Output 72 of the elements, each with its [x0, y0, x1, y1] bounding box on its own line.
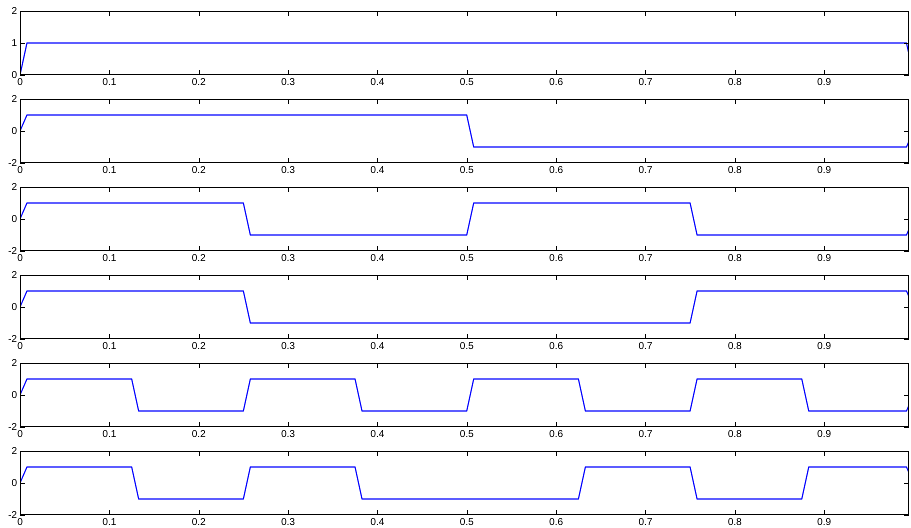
x-tick-label: 0.9 — [817, 516, 832, 528]
x-tick-label: 0.3 — [281, 252, 296, 264]
x-tick-label: 0.7 — [638, 340, 653, 352]
x-tick-label: 0.2 — [192, 340, 206, 352]
x-tick-label: 0.9 — [817, 76, 832, 88]
y-tick-label: 0 — [11, 214, 18, 225]
x-tick-label: 0.4 — [370, 340, 385, 352]
x-tick-label: 0.2 — [192, 428, 206, 440]
x-tick-label: 0.5 — [460, 76, 474, 88]
x-tick-label: 0.8 — [728, 428, 742, 440]
x-tick-label: 0.9 — [817, 428, 832, 440]
x-tick-label: 0.1 — [102, 428, 117, 440]
x-tick-label: 0.1 — [102, 340, 117, 352]
x-tick-label: 0.6 — [549, 340, 564, 352]
x-tick-label: 0.6 — [549, 252, 564, 264]
x-tick-label: 0.2 — [192, 516, 206, 528]
x-tick-label: 0.5 — [460, 516, 474, 528]
y-tick-label: 2 — [11, 358, 18, 369]
x-tick-label: 0.7 — [638, 164, 653, 176]
x-tick-label: 0.3 — [281, 164, 296, 176]
y-tick-label: 2 — [11, 94, 18, 105]
y-tick-label: 1 — [11, 38, 18, 49]
x-tick-label: 0.6 — [549, 428, 564, 440]
y-tick-label: -2 — [8, 510, 18, 521]
x-tick-label: 0.5 — [460, 164, 474, 176]
y-tick-label: 0 — [11, 70, 18, 81]
x-tick-label: 0.6 — [549, 76, 564, 88]
y-tick-label: -2 — [8, 246, 18, 257]
y-tick-label: -2 — [8, 158, 18, 169]
x-tick-label: 0.1 — [102, 164, 117, 176]
x-tick-label: 0.5 — [460, 252, 474, 264]
x-tick-label: 0.7 — [638, 516, 653, 528]
x-tick-label: 0.6 — [549, 164, 564, 176]
y-tick-label: -2 — [8, 422, 18, 433]
x-tick-label: 0.4 — [370, 164, 385, 176]
x-tick-label: 0.3 — [281, 76, 296, 88]
x-tick-label: 0.4 — [370, 516, 385, 528]
x-tick-label: 0.2 — [192, 76, 206, 88]
x-tick-label: 0.7 — [638, 428, 653, 440]
x-tick-label: 0.4 — [370, 252, 385, 264]
y-tick-label: 0 — [11, 390, 18, 401]
y-tick-label: 2 — [11, 446, 18, 457]
x-tick-label: 0.3 — [281, 516, 296, 528]
x-tick-label: 0.3 — [281, 340, 296, 352]
x-tick-label: 0.4 — [370, 76, 385, 88]
x-tick-label: 0.1 — [102, 76, 117, 88]
x-tick-label: 0.8 — [728, 252, 742, 264]
x-tick-label: 0.4 — [370, 428, 385, 440]
x-tick-label: 0.1 — [102, 516, 117, 528]
y-tick-label: 2 — [11, 270, 18, 281]
y-tick-label: 2 — [11, 182, 18, 193]
x-tick-label: 0.5 — [460, 428, 474, 440]
x-tick-label: 0.2 — [192, 252, 206, 264]
x-tick-label: 0.8 — [728, 516, 742, 528]
x-tick-label: 0.9 — [817, 340, 832, 352]
y-tick-label: -2 — [8, 334, 18, 345]
x-tick-label: 0.8 — [728, 340, 742, 352]
x-tick-label: 0.7 — [638, 76, 653, 88]
x-tick-label: 0.8 — [728, 76, 742, 88]
y-tick-label: 2 — [11, 6, 18, 17]
y-tick-label: 0 — [11, 302, 18, 313]
x-tick-label: 0.3 — [281, 428, 296, 440]
x-tick-label: 0.5 — [460, 340, 474, 352]
x-tick-label: 0.9 — [817, 164, 832, 176]
x-tick-label: 0.2 — [192, 164, 206, 176]
x-tick-label: 0.7 — [638, 252, 653, 264]
x-tick-label: 0.1 — [102, 252, 117, 264]
y-tick-label: 0 — [11, 478, 18, 489]
y-tick-label: 0 — [11, 126, 18, 137]
x-tick-label: 0.8 — [728, 164, 742, 176]
x-tick-label: 0.6 — [549, 516, 564, 528]
x-tick-label: 0.9 — [817, 252, 832, 264]
